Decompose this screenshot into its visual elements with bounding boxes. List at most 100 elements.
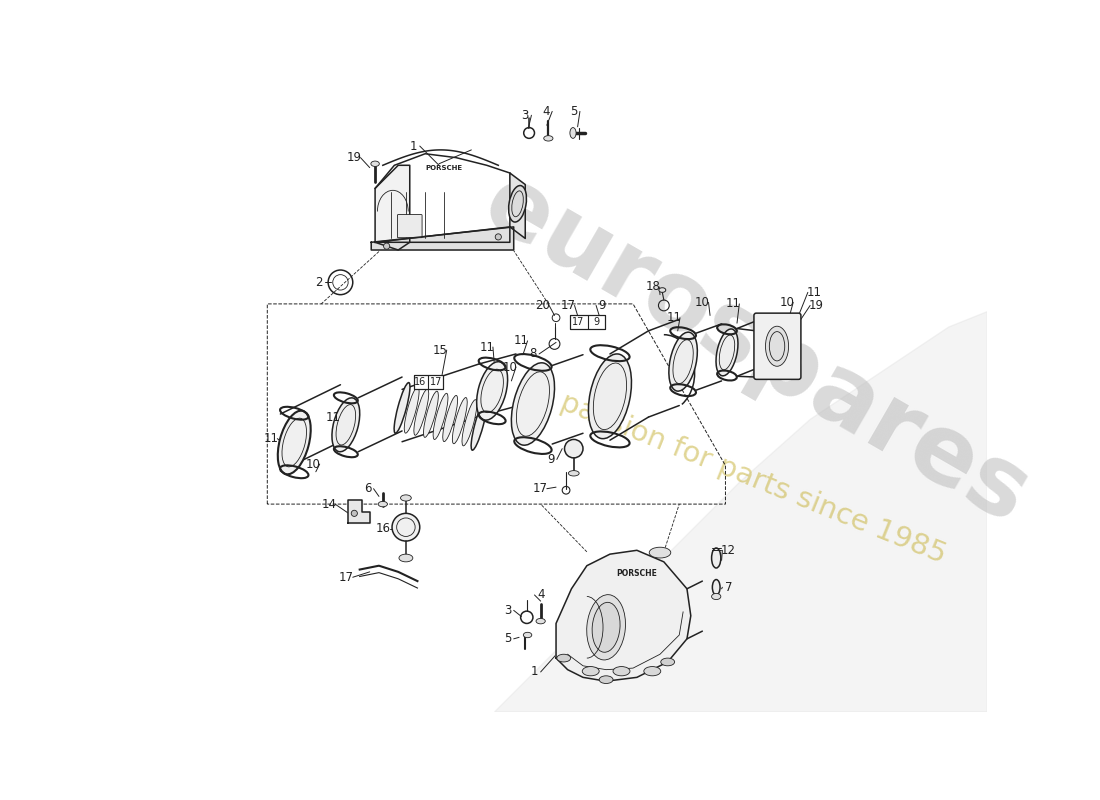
Text: 9: 9	[593, 317, 600, 326]
FancyBboxPatch shape	[397, 214, 422, 238]
Ellipse shape	[378, 502, 387, 506]
Ellipse shape	[332, 398, 360, 452]
Ellipse shape	[569, 470, 579, 476]
Text: 9: 9	[598, 299, 606, 312]
Text: 17: 17	[572, 317, 584, 326]
Ellipse shape	[570, 127, 576, 138]
Text: 2: 2	[315, 276, 322, 289]
Polygon shape	[556, 550, 691, 682]
Text: 19: 19	[346, 151, 362, 164]
Ellipse shape	[557, 654, 571, 662]
Ellipse shape	[476, 362, 507, 420]
FancyBboxPatch shape	[754, 313, 801, 379]
Polygon shape	[372, 227, 514, 250]
Text: 1: 1	[410, 139, 417, 153]
Ellipse shape	[452, 398, 468, 444]
Text: 17: 17	[561, 299, 576, 312]
Text: 19: 19	[808, 299, 824, 312]
Text: 8: 8	[529, 347, 537, 361]
Ellipse shape	[586, 594, 626, 660]
Text: 17: 17	[430, 377, 442, 386]
Ellipse shape	[543, 136, 553, 141]
Ellipse shape	[600, 676, 613, 683]
Text: 5: 5	[570, 105, 578, 118]
Text: 17: 17	[534, 482, 548, 495]
Text: 7: 7	[725, 581, 733, 594]
Ellipse shape	[414, 389, 429, 435]
Text: PORSCHE: PORSCHE	[616, 569, 658, 578]
Ellipse shape	[424, 391, 438, 438]
Circle shape	[495, 234, 502, 240]
Text: 10: 10	[780, 296, 794, 309]
Text: 11: 11	[726, 298, 740, 310]
Text: 14: 14	[321, 498, 337, 510]
Text: PORSCHE: PORSCHE	[426, 165, 463, 170]
FancyBboxPatch shape	[414, 374, 443, 389]
Ellipse shape	[371, 161, 380, 166]
Ellipse shape	[471, 399, 487, 450]
Polygon shape	[375, 166, 409, 250]
Ellipse shape	[512, 362, 554, 446]
Text: eurospares: eurospares	[466, 156, 1046, 544]
Circle shape	[564, 439, 583, 458]
Ellipse shape	[399, 554, 412, 562]
Ellipse shape	[524, 632, 531, 638]
Polygon shape	[375, 227, 510, 242]
Text: 11: 11	[480, 341, 494, 354]
Ellipse shape	[712, 548, 720, 568]
Text: 18: 18	[646, 281, 660, 294]
Ellipse shape	[592, 602, 620, 652]
Text: 6: 6	[364, 482, 371, 495]
Ellipse shape	[405, 387, 419, 433]
Text: 11: 11	[326, 411, 340, 424]
Ellipse shape	[661, 658, 674, 666]
Text: 17: 17	[339, 570, 354, 584]
Text: 12: 12	[720, 544, 736, 557]
Text: 10: 10	[306, 458, 321, 470]
Ellipse shape	[669, 332, 697, 391]
Text: 15: 15	[433, 344, 448, 357]
Text: 11: 11	[806, 286, 822, 299]
Ellipse shape	[394, 382, 410, 434]
Polygon shape	[348, 500, 370, 523]
Ellipse shape	[508, 186, 527, 222]
Text: 1: 1	[530, 666, 538, 678]
Circle shape	[351, 510, 358, 517]
Text: 11: 11	[264, 432, 278, 445]
Text: 16: 16	[415, 377, 427, 386]
Text: 10: 10	[503, 361, 517, 374]
Polygon shape	[510, 173, 526, 238]
Text: 11: 11	[514, 334, 529, 347]
Text: 4: 4	[542, 105, 550, 118]
Text: 10: 10	[695, 296, 710, 309]
Text: 3: 3	[521, 109, 529, 122]
Text: 3: 3	[504, 604, 512, 617]
Ellipse shape	[713, 579, 721, 595]
Text: 5: 5	[504, 632, 512, 646]
Ellipse shape	[278, 410, 310, 474]
Text: 20: 20	[536, 299, 550, 312]
FancyBboxPatch shape	[570, 314, 605, 329]
Circle shape	[392, 514, 420, 541]
Text: 9: 9	[547, 453, 554, 466]
Ellipse shape	[582, 666, 600, 676]
Text: 16: 16	[376, 522, 392, 535]
Text: 11: 11	[667, 311, 681, 324]
Ellipse shape	[433, 394, 448, 439]
Text: a passion for parts since 1985: a passion for parts since 1985	[531, 378, 950, 569]
Ellipse shape	[716, 329, 738, 376]
Ellipse shape	[536, 618, 546, 624]
Ellipse shape	[443, 395, 458, 442]
Ellipse shape	[766, 326, 789, 366]
Ellipse shape	[644, 666, 661, 676]
Ellipse shape	[649, 547, 671, 558]
Polygon shape	[495, 312, 988, 712]
Ellipse shape	[712, 594, 720, 599]
Ellipse shape	[659, 288, 666, 292]
Ellipse shape	[462, 400, 476, 446]
Ellipse shape	[588, 354, 631, 438]
Circle shape	[384, 243, 389, 250]
Text: 4: 4	[537, 589, 544, 602]
Ellipse shape	[400, 495, 411, 501]
Ellipse shape	[613, 666, 630, 676]
